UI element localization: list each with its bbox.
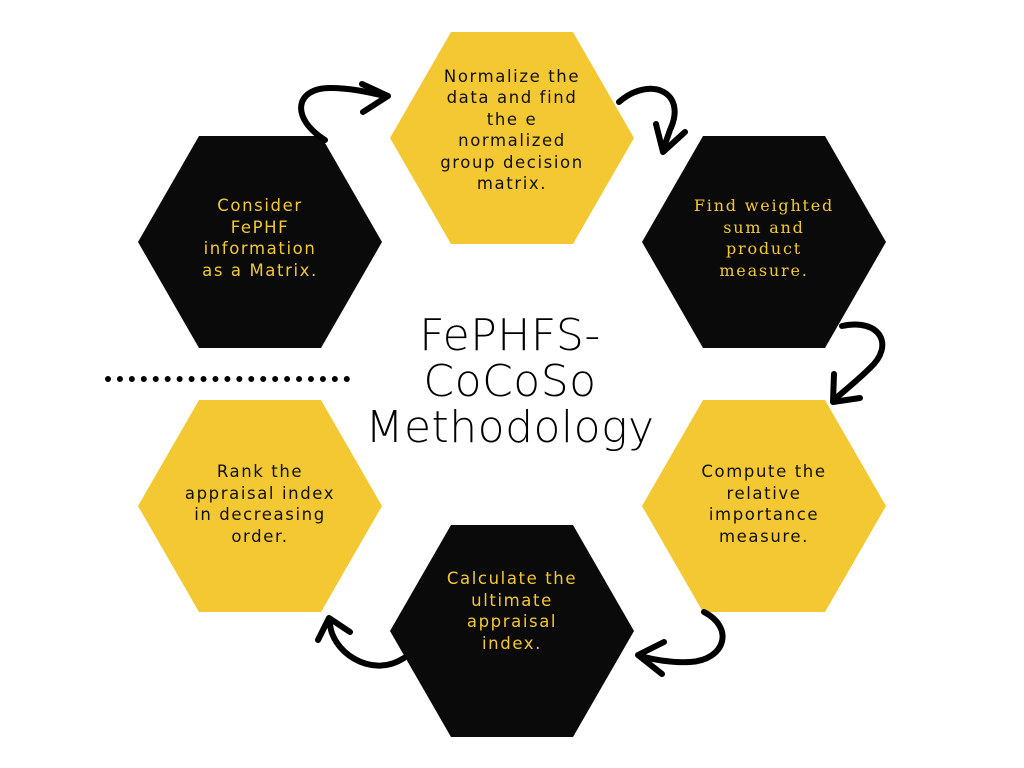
diagram-title: FePHFS- CoCoSo Methodology	[365, 310, 655, 453]
step-weighted-sum: Find weighted sum and product measure.	[642, 136, 886, 348]
step-weighted-sum-label: Find weighted sum and product measure.	[693, 196, 835, 280]
step-ultimate-appraisal-label: Calculate the ultimate appraisal index.	[446, 569, 578, 653]
step-normalize: Normalize the data and find the e normal…	[390, 32, 634, 244]
step-normalize-label: Normalize the data and find the e normal…	[440, 66, 584, 194]
step-consider-matrix-label: Consider FePHF information as a Matrix.	[202, 196, 318, 280]
hexagon-shape	[642, 136, 886, 348]
dotted-divider	[105, 376, 350, 382]
curved-arrow-icon	[635, 609, 726, 677]
step-ultimate-appraisal: Calculate the ultimate appraisal index.	[390, 525, 634, 737]
step-relative-importance: Compute the relative importance measure.	[642, 400, 886, 612]
step-consider-matrix: Consider FePHF information as a Matrix.	[138, 136, 382, 348]
hexagon-shape	[642, 400, 886, 612]
step-rank-label: Rank the appraisal index in decreasing o…	[184, 462, 336, 546]
step-rank: Rank the appraisal index in decreasing o…	[138, 400, 382, 612]
step-relative-importance-label: Compute the relative importance measure.	[701, 462, 827, 546]
